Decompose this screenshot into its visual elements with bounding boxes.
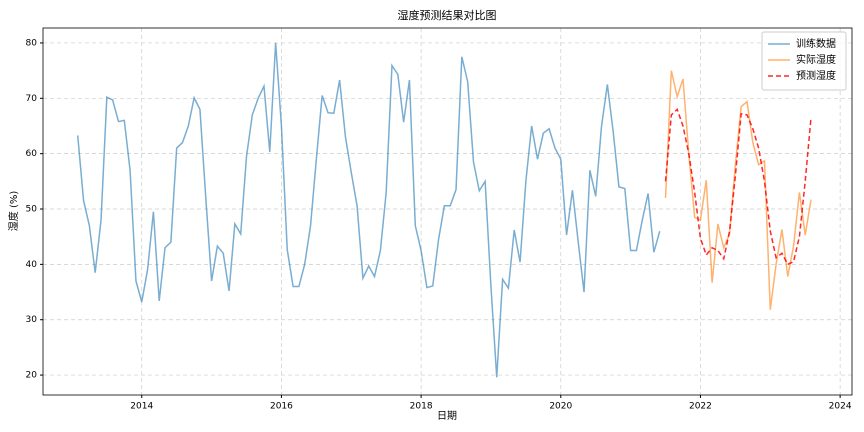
series-line (664, 108, 812, 266)
x-tick-label: 2020 (549, 402, 572, 412)
x-tick-label: 2014 (130, 402, 153, 412)
legend-label: 预测湿度 (796, 69, 836, 82)
series-line (664, 70, 812, 310)
x-tick-label: 2022 (689, 402, 712, 412)
legend-box (761, 31, 847, 91)
chart-title: 湿度预测结果对比图 (398, 8, 497, 22)
x-tick-label: 2024 (829, 402, 852, 412)
legend-label: 训练数据 (796, 37, 836, 50)
y-tick-label: 50 (26, 205, 38, 215)
x-tick-label: 2016 (270, 402, 293, 412)
x-axis-label: 日期 (437, 410, 457, 422)
x-tick-label: 2018 (410, 402, 433, 412)
y-tick-label: 60 (26, 149, 38, 159)
y-tick-label: 70 (26, 94, 38, 104)
y-tick-label: 80 (26, 38, 38, 48)
series-line (76, 42, 661, 378)
y-tick-label: 40 (26, 260, 38, 270)
legend-label: 实际湿度 (796, 53, 836, 66)
y-tick-label: 20 (26, 371, 38, 381)
y-axis-label: 湿度 (%) (7, 191, 20, 232)
plot-frame (42, 27, 853, 396)
y-tick-label: 30 (26, 315, 38, 325)
